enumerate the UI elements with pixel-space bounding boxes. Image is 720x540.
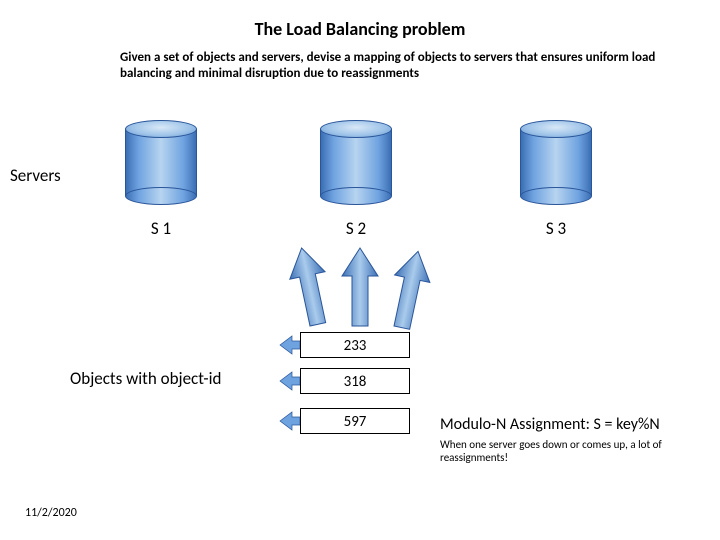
modulo-subnote: When one server goes down or comes up, a… [440,438,700,464]
slide-subtitle: Given a set of objects and servers, devi… [120,50,660,83]
box-arrow-icon [280,408,300,434]
slide-title: The Load Balancing problem [0,18,720,40]
server-cylinder [125,120,197,205]
box-arrow-icon [280,368,300,394]
server-label: S 2 [320,218,392,239]
modulo-note: Modulo-N Assignment: S = key%N When one … [440,415,700,464]
servers-section-label: Servers [10,165,61,186]
server-cylinder [320,120,392,205]
footer-date: 11/2/2020 [25,506,77,520]
server-label: S 1 [125,218,197,239]
modulo-formula: Modulo-N Assignment: S = key%N [440,415,700,434]
object-id-box: 318 [300,368,410,394]
objects-section-label: Objects with object-id [70,368,221,389]
server-cylinder [520,120,592,205]
box-arrow-icon [280,332,300,358]
object-id-box: 597 [300,408,410,434]
server-label: S 3 [520,218,592,239]
mapping-arrows-icon [300,238,430,328]
object-id-box: 233 [300,332,410,358]
